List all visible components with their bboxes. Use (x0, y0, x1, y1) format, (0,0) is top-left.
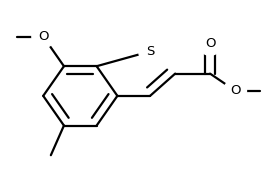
Circle shape (32, 25, 55, 48)
Text: O: O (205, 37, 215, 51)
Circle shape (224, 79, 247, 102)
Text: S: S (146, 45, 154, 58)
Circle shape (139, 40, 161, 63)
Text: O: O (38, 30, 48, 43)
Circle shape (199, 33, 221, 55)
Text: O: O (230, 84, 240, 97)
